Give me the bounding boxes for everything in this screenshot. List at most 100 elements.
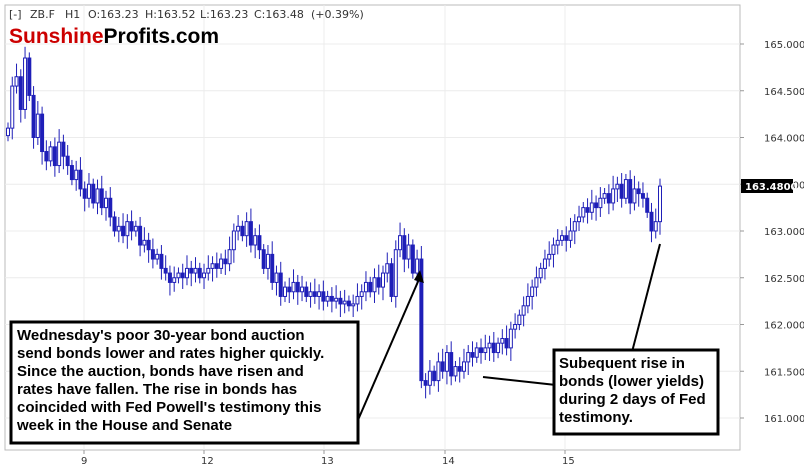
candle — [125, 214, 130, 249]
candle — [372, 268, 377, 303]
candle — [577, 205, 582, 231]
candle — [129, 210, 134, 241]
left-annotation-line-2: send bonds lower and rates higher quickl… — [17, 345, 324, 362]
y-axis: 165.0000164.5000164.0000163.5000163.0000… — [740, 40, 804, 425]
left-annotation-line-4: rates have fallen. The rise in bonds has — [17, 381, 297, 398]
candle — [444, 345, 449, 385]
candle — [329, 287, 334, 313]
candle — [564, 226, 569, 252]
candle — [487, 335, 492, 361]
y-tick-label: 162.5000 — [764, 274, 804, 285]
candle — [542, 249, 547, 280]
candle — [513, 313, 518, 339]
candle — [598, 187, 603, 217]
candle — [287, 277, 292, 303]
candle — [248, 208, 253, 253]
candle — [6, 122, 10, 142]
candle — [611, 175, 616, 211]
candle — [636, 181, 641, 207]
candle — [155, 248, 160, 265]
header-low: L:163.23 — [200, 8, 248, 21]
candle — [231, 223, 236, 263]
candle — [491, 331, 496, 362]
candle — [376, 264, 381, 295]
candle — [270, 241, 275, 290]
candle — [180, 263, 185, 289]
logo-part-sunshine: Sunshine — [9, 25, 104, 48]
candle — [402, 228, 407, 273]
sunshine-profits-logo: SunshineProfits.com — [9, 25, 219, 48]
candle — [461, 348, 466, 379]
candle — [91, 178, 96, 209]
candle — [184, 255, 189, 286]
candle — [35, 101, 40, 145]
header-open: O:163.23 — [88, 8, 139, 21]
candle — [295, 274, 300, 305]
right-annotation-box: Subequent rise in bonds (lower yields) d… — [552, 348, 720, 436]
candle — [291, 269, 296, 300]
candle — [44, 140, 49, 171]
candle — [466, 345, 471, 375]
candle — [61, 134, 66, 170]
x-tick-label: 15 — [562, 456, 575, 467]
candle — [82, 181, 87, 212]
candle — [632, 175, 637, 211]
header-high: H:163.52 — [145, 8, 195, 21]
y-tick-label: 162.0000 — [764, 321, 804, 332]
minimize-chart-icon[interactable]: [-] — [9, 8, 22, 21]
candle — [163, 255, 168, 281]
candle — [95, 179, 100, 215]
candle — [355, 283, 360, 312]
y-tick-label: 161.0000 — [764, 414, 804, 425]
candle — [623, 173, 628, 204]
candle — [142, 227, 147, 253]
candle — [108, 187, 113, 227]
candle — [278, 261, 283, 306]
left-annotation-line-6: week in the House and Senate — [16, 417, 232, 434]
candle — [628, 170, 633, 215]
candle — [138, 216, 143, 257]
candle — [18, 69, 23, 123]
candle — [265, 245, 270, 280]
candle — [653, 208, 658, 239]
candle — [432, 365, 437, 387]
candle — [640, 182, 645, 208]
candle — [534, 266, 539, 297]
candle — [214, 252, 219, 278]
candle — [202, 263, 207, 289]
candle — [48, 141, 53, 167]
left-annotation-line-3: Since the auction, bonds have risen and — [17, 363, 304, 380]
y-tick-label: 164.0000 — [764, 134, 804, 145]
candle — [167, 265, 172, 296]
candle — [398, 222, 403, 258]
candle — [334, 285, 339, 309]
candle — [517, 309, 522, 331]
candle — [474, 342, 479, 363]
candle — [86, 173, 91, 208]
candle — [389, 258, 394, 303]
candle — [410, 239, 415, 279]
candle — [99, 175, 104, 216]
candle — [52, 137, 57, 177]
header-interval: H1 — [65, 8, 80, 21]
candle — [615, 176, 620, 203]
x-tick-label: 12 — [201, 456, 214, 467]
candle — [589, 189, 594, 220]
candle — [504, 325, 509, 356]
candle — [453, 360, 458, 382]
candle — [346, 295, 351, 312]
y-tick-label: 161.5000 — [764, 367, 804, 378]
candle — [393, 240, 398, 308]
candle — [197, 262, 202, 284]
x-tick-label: 14 — [442, 456, 455, 467]
candle — [449, 341, 454, 386]
candle — [658, 178, 662, 235]
header-close: C:163.48 — [254, 8, 304, 21]
right-annotation-line-1: Subequent rise in — [559, 355, 685, 372]
candle — [300, 275, 305, 302]
last-price-tag: 163.4800 — [741, 179, 798, 193]
candle — [321, 280, 326, 311]
candle — [470, 341, 475, 367]
candle — [236, 215, 241, 241]
logo-part-com: .com — [170, 25, 219, 48]
